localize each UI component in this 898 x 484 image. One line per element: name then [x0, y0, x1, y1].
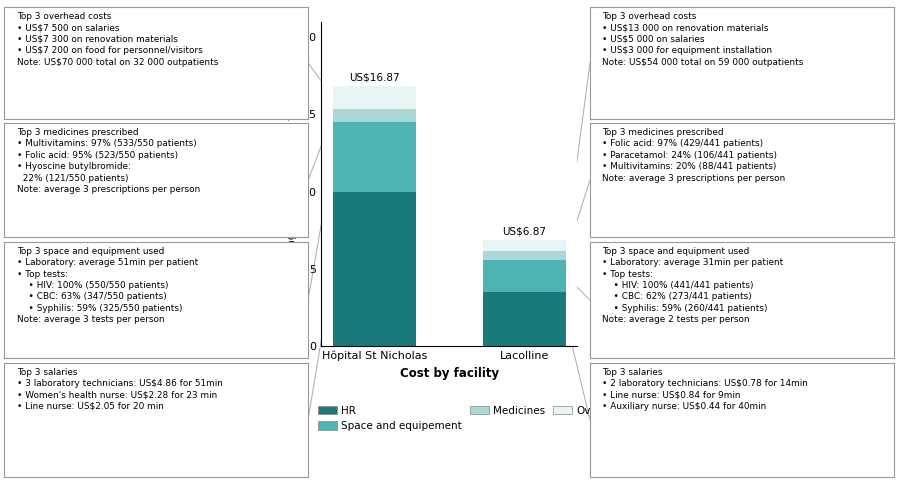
X-axis label: Cost by facility: Cost by facility — [400, 367, 499, 380]
Text: Top 3 salaries
• 2 laboratory technicians: US$0.78 for 14min
• Line nurse: US$0.: Top 3 salaries • 2 laboratory technician… — [603, 367, 808, 411]
Bar — [333, 86, 416, 109]
Bar — [483, 292, 566, 346]
Text: US$16.87: US$16.87 — [349, 73, 400, 82]
Bar — [483, 240, 566, 251]
Bar — [333, 109, 416, 122]
Text: Top 3 space and equipment used
• Laboratory: average 51min per patient
• Top tes: Top 3 space and equipment used • Laborat… — [17, 247, 198, 324]
Y-axis label: Average cost (US$) per ANC visit: Average cost (US$) per ANC visit — [287, 98, 297, 270]
Bar — [483, 251, 566, 259]
Text: Top 3 space and equipment used
• Laboratory: average 31min per patient
• Top tes: Top 3 space and equipment used • Laborat… — [603, 247, 783, 324]
Bar — [483, 259, 566, 292]
Text: Top 3 medicines prescribed
• Multivitamins: 97% (533/550 patients)
• Folic acid:: Top 3 medicines prescribed • Multivitami… — [17, 128, 200, 194]
Text: US$6.87: US$6.87 — [503, 227, 547, 237]
Text: Top 3 overhead costs
• US$7 500 on salaries
• US$7 300 on renovation materials
•: Top 3 overhead costs • US$7 500 on salar… — [17, 12, 218, 66]
Bar — [333, 192, 416, 346]
Bar — [333, 122, 416, 192]
Text: Top 3 overhead costs
• US$13 000 on renovation materials
• US$5 000 on salaries
: Top 3 overhead costs • US$13 000 on reno… — [603, 12, 804, 66]
Legend: HR, Space and equipement, Medicines, Overhead: HR, Space and equipement, Medicines, Ove… — [314, 402, 631, 435]
Text: Top 3 medicines prescribed
• Folic acid: 97% (429/441 patients)
• Paracetamol: 2: Top 3 medicines prescribed • Folic acid:… — [603, 128, 786, 183]
Text: Top 3 salaries
• 3 laboratory technicians: US$4.86 for 51min
• Women's health nu: Top 3 salaries • 3 laboratory technician… — [17, 367, 223, 411]
